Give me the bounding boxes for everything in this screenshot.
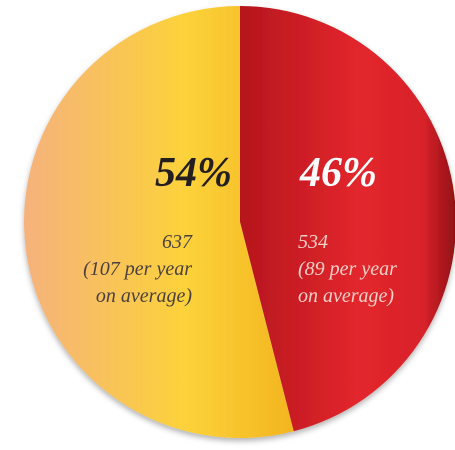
pie	[23, 6, 455, 439]
slice-detail: on average)	[298, 285, 394, 307]
slice-detail: (107 per year	[83, 258, 192, 280]
slice-detail: 637	[162, 231, 193, 253]
slice-percent: 46%	[299, 150, 377, 196]
slice-detail: on average)	[96, 285, 192, 307]
slice-detail: 534	[298, 231, 328, 253]
slice-percent: 54%	[155, 150, 232, 196]
pie-slice	[240, 6, 455, 432]
slice-detail: (89 per year	[298, 258, 397, 280]
pie-slice	[23, 6, 294, 439]
